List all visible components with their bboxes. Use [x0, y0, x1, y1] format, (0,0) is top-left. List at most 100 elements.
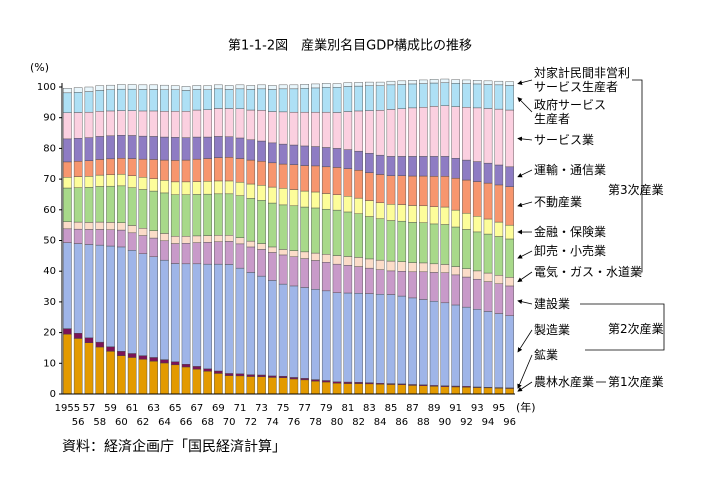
bar-segment	[106, 185, 115, 223]
bar-segment	[375, 81, 385, 86]
bar-segment	[300, 190, 309, 208]
x-tick-label: 75	[277, 403, 290, 414]
bar-segment	[440, 176, 450, 208]
bar-segment	[429, 176, 439, 207]
bar-segment	[365, 383, 374, 395]
bar-segment	[354, 383, 363, 395]
bar-segment	[268, 111, 277, 144]
bar-segment	[321, 208, 331, 255]
bar-segment	[127, 187, 137, 226]
bar-segment	[354, 266, 363, 294]
bar-segment	[419, 299, 428, 385]
bar-segment	[224, 180, 234, 195]
bar-segment	[397, 204, 407, 222]
bar-segment	[214, 157, 223, 182]
bar-segment	[397, 271, 407, 297]
bar-segment	[268, 377, 277, 395]
bar-segment	[181, 111, 191, 138]
bar-segment	[472, 80, 482, 85]
bar-segment	[203, 242, 212, 265]
bar-segment	[170, 181, 180, 195]
bar-segment	[63, 88, 72, 94]
bar-segment	[375, 110, 385, 156]
bar-segment	[408, 83, 417, 109]
bar-segment	[462, 212, 471, 230]
bar-segment	[332, 263, 342, 293]
bar-segment	[214, 180, 223, 195]
bar-segment	[332, 383, 342, 395]
bar-segment	[278, 204, 288, 250]
bar-segment	[160, 192, 169, 234]
bar-segment	[451, 274, 460, 306]
bar-segment	[127, 353, 137, 358]
bar-segment	[472, 181, 482, 217]
bar-segment	[224, 264, 234, 374]
bar-segment	[149, 110, 158, 137]
bar-segment	[63, 138, 72, 163]
bar-segment	[106, 245, 115, 347]
bar-segment	[419, 175, 428, 207]
bar-segment	[365, 110, 374, 154]
x-tick-label: 92	[460, 417, 473, 428]
bar-segment	[483, 162, 493, 184]
bar-segment	[343, 256, 353, 266]
bar-segment	[440, 264, 450, 273]
legend-label: サービス業	[534, 133, 595, 147]
x-tick-label: 93	[471, 403, 484, 414]
bar-segment	[278, 377, 288, 395]
bar-segment	[419, 262, 428, 273]
bar-segment	[268, 375, 277, 378]
bar-segment	[365, 293, 374, 383]
bar-segment	[289, 189, 299, 207]
bar-segment	[192, 263, 202, 367]
x-tick-label: 88	[417, 417, 430, 428]
bar-segment	[386, 204, 396, 221]
bar-segment	[95, 159, 105, 176]
bar-segment	[386, 384, 396, 395]
bar-segment	[73, 338, 83, 395]
x-unit: (年)	[516, 400, 536, 414]
bar-segment	[235, 137, 245, 159]
bar-segment	[289, 285, 299, 378]
x-tick-label: 76	[288, 417, 301, 428]
bar-segment	[505, 388, 514, 395]
bar-segment	[408, 205, 417, 223]
bar-segment	[429, 272, 439, 302]
bar-segment	[289, 378, 299, 395]
bar-segment	[494, 80, 504, 86]
bar-segment	[278, 88, 288, 113]
bar-segment	[106, 222, 115, 230]
bar-segment	[268, 252, 277, 281]
bar-segment	[494, 313, 504, 388]
bar-segment	[246, 272, 256, 375]
bar-segment	[63, 92, 72, 113]
bar-segment	[429, 82, 439, 107]
bar-segment	[84, 86, 94, 92]
bar-segment	[397, 220, 407, 262]
x-tick-label: 59	[104, 403, 117, 414]
legend-label: 製造業	[534, 323, 571, 337]
bar-segment	[354, 213, 363, 258]
bar-segment	[472, 270, 482, 280]
legend-arrow	[517, 299, 533, 305]
bar-segment	[354, 110, 363, 152]
legend-label: 運輸・通信業	[534, 163, 607, 177]
bar-segment	[462, 79, 471, 84]
bar-segment	[321, 193, 331, 210]
bar-segment	[451, 79, 460, 84]
bar-segment	[354, 82, 363, 87]
bar-segment	[451, 226, 460, 267]
bar-segment	[397, 108, 407, 157]
bar-segment	[483, 311, 493, 388]
bar-segment	[386, 80, 396, 86]
bar-segment	[440, 105, 450, 157]
bar-segment	[354, 293, 363, 383]
bar-segment	[451, 83, 460, 107]
bar-segment	[429, 156, 439, 177]
x-tick-label: 85	[385, 403, 398, 414]
bar-segment	[354, 169, 363, 199]
bar-segment	[354, 257, 363, 267]
y-tick-label: 90	[43, 113, 56, 124]
bar-segment	[408, 80, 417, 85]
